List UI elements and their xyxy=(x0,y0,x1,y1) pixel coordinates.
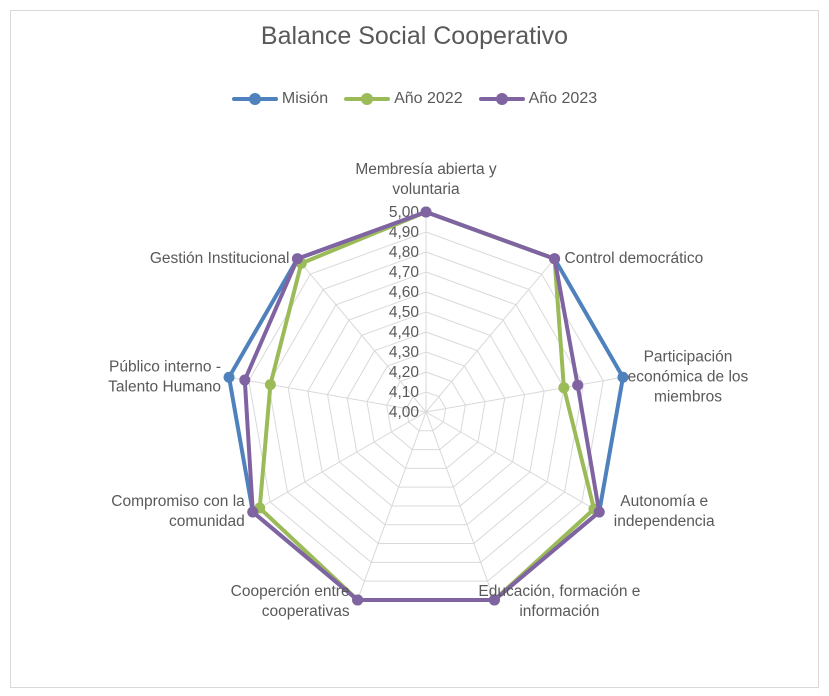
tick-label: 4,30 xyxy=(389,344,420,361)
grid-ring xyxy=(366,351,486,469)
grid-spoke xyxy=(425,258,555,413)
tick-label: 4,80 xyxy=(389,244,420,261)
axis-label-5: Cooperción entre cooperativas xyxy=(231,583,350,620)
tick-label: 4,90 xyxy=(389,224,420,241)
radar-series xyxy=(223,206,629,606)
grid-ring xyxy=(287,271,565,545)
series-point-2 xyxy=(549,253,561,265)
grid-spoke xyxy=(425,411,600,513)
grid-ring xyxy=(326,311,526,507)
tick-label: 4,70 xyxy=(389,264,420,281)
series-point-2 xyxy=(420,206,432,218)
tick-label: 4,50 xyxy=(389,304,420,321)
legend-label-ano-2022: Año 2022 xyxy=(394,90,463,107)
grid-spoke xyxy=(425,411,495,601)
axis-label-8: Gestión Institucional xyxy=(150,250,290,267)
axis-label-1: Control democrático xyxy=(565,250,704,267)
chart-frame xyxy=(10,10,819,688)
grid-ring xyxy=(307,291,545,526)
grid-spoke xyxy=(297,258,427,413)
radar-spokes xyxy=(228,212,624,601)
series-line-1 xyxy=(257,210,597,602)
series-line-2 xyxy=(242,210,602,602)
grid-spoke xyxy=(228,376,427,413)
tick-label: 4,00 xyxy=(389,404,420,421)
series-point-2 xyxy=(572,379,584,391)
series-point-2 xyxy=(352,594,364,606)
grid-spoke xyxy=(357,411,427,601)
series-point-2 xyxy=(239,374,251,386)
series-point-1 xyxy=(264,379,276,391)
legend-item-ano-2022: Año 2022 xyxy=(344,90,463,108)
grid-ring xyxy=(346,331,506,488)
tick-label: 4,10 xyxy=(389,384,420,401)
legend-item-mision: Misión xyxy=(231,90,329,108)
tick-label: 4,60 xyxy=(389,284,420,301)
grid-spoke xyxy=(252,411,427,513)
axis-label-2: Participación económica de los miembros xyxy=(628,348,749,405)
legend-swatch-ano-2023 xyxy=(478,93,525,105)
series-point-2 xyxy=(593,506,605,518)
legend-label-mision: Misión xyxy=(281,90,329,107)
series-point-2 xyxy=(488,594,500,606)
chart-title: Balance Social Cooperativo xyxy=(260,22,569,50)
axis-label-0: Membresía abierta y voluntaria xyxy=(355,161,497,198)
legend-swatch-ano-2022 xyxy=(344,93,391,105)
tick-label: 4,20 xyxy=(389,364,420,381)
legend-item-ano-2023: Año 2023 xyxy=(478,90,598,108)
series-point-2 xyxy=(291,253,303,265)
axis-label-3: Autonomía e independencia xyxy=(614,493,715,530)
series-point-1 xyxy=(558,382,570,394)
legend-swatch-mision xyxy=(231,93,278,105)
grid-ring xyxy=(386,371,466,451)
series-point-2 xyxy=(247,506,259,518)
axis-label-6: Compromiso con la comunidad xyxy=(111,493,245,530)
radar-axis-labels: Membresía abierta y voluntaria Control dem… xyxy=(108,161,748,620)
legend-label-ano-2023: Año 2023 xyxy=(528,90,598,107)
series-point-0 xyxy=(223,371,235,383)
grid-ring xyxy=(248,231,604,582)
axis-label-4: Educación, formación e información xyxy=(478,583,640,620)
tick-label: 4,40 xyxy=(389,324,420,341)
axis-label-7: Público interno -Talento Humano xyxy=(108,358,221,395)
series-point-0 xyxy=(617,371,629,383)
grid-ring xyxy=(267,251,585,563)
legend: Misión Año 2022 Año 2023 xyxy=(0,90,829,108)
grid-ring xyxy=(405,391,447,432)
grid-spoke xyxy=(425,376,624,413)
radar-tick-labels: 4,00 4,10 4,20 4,30 4,40 4,50 4,60 4,70 4,80 4,90… xyxy=(389,204,420,421)
